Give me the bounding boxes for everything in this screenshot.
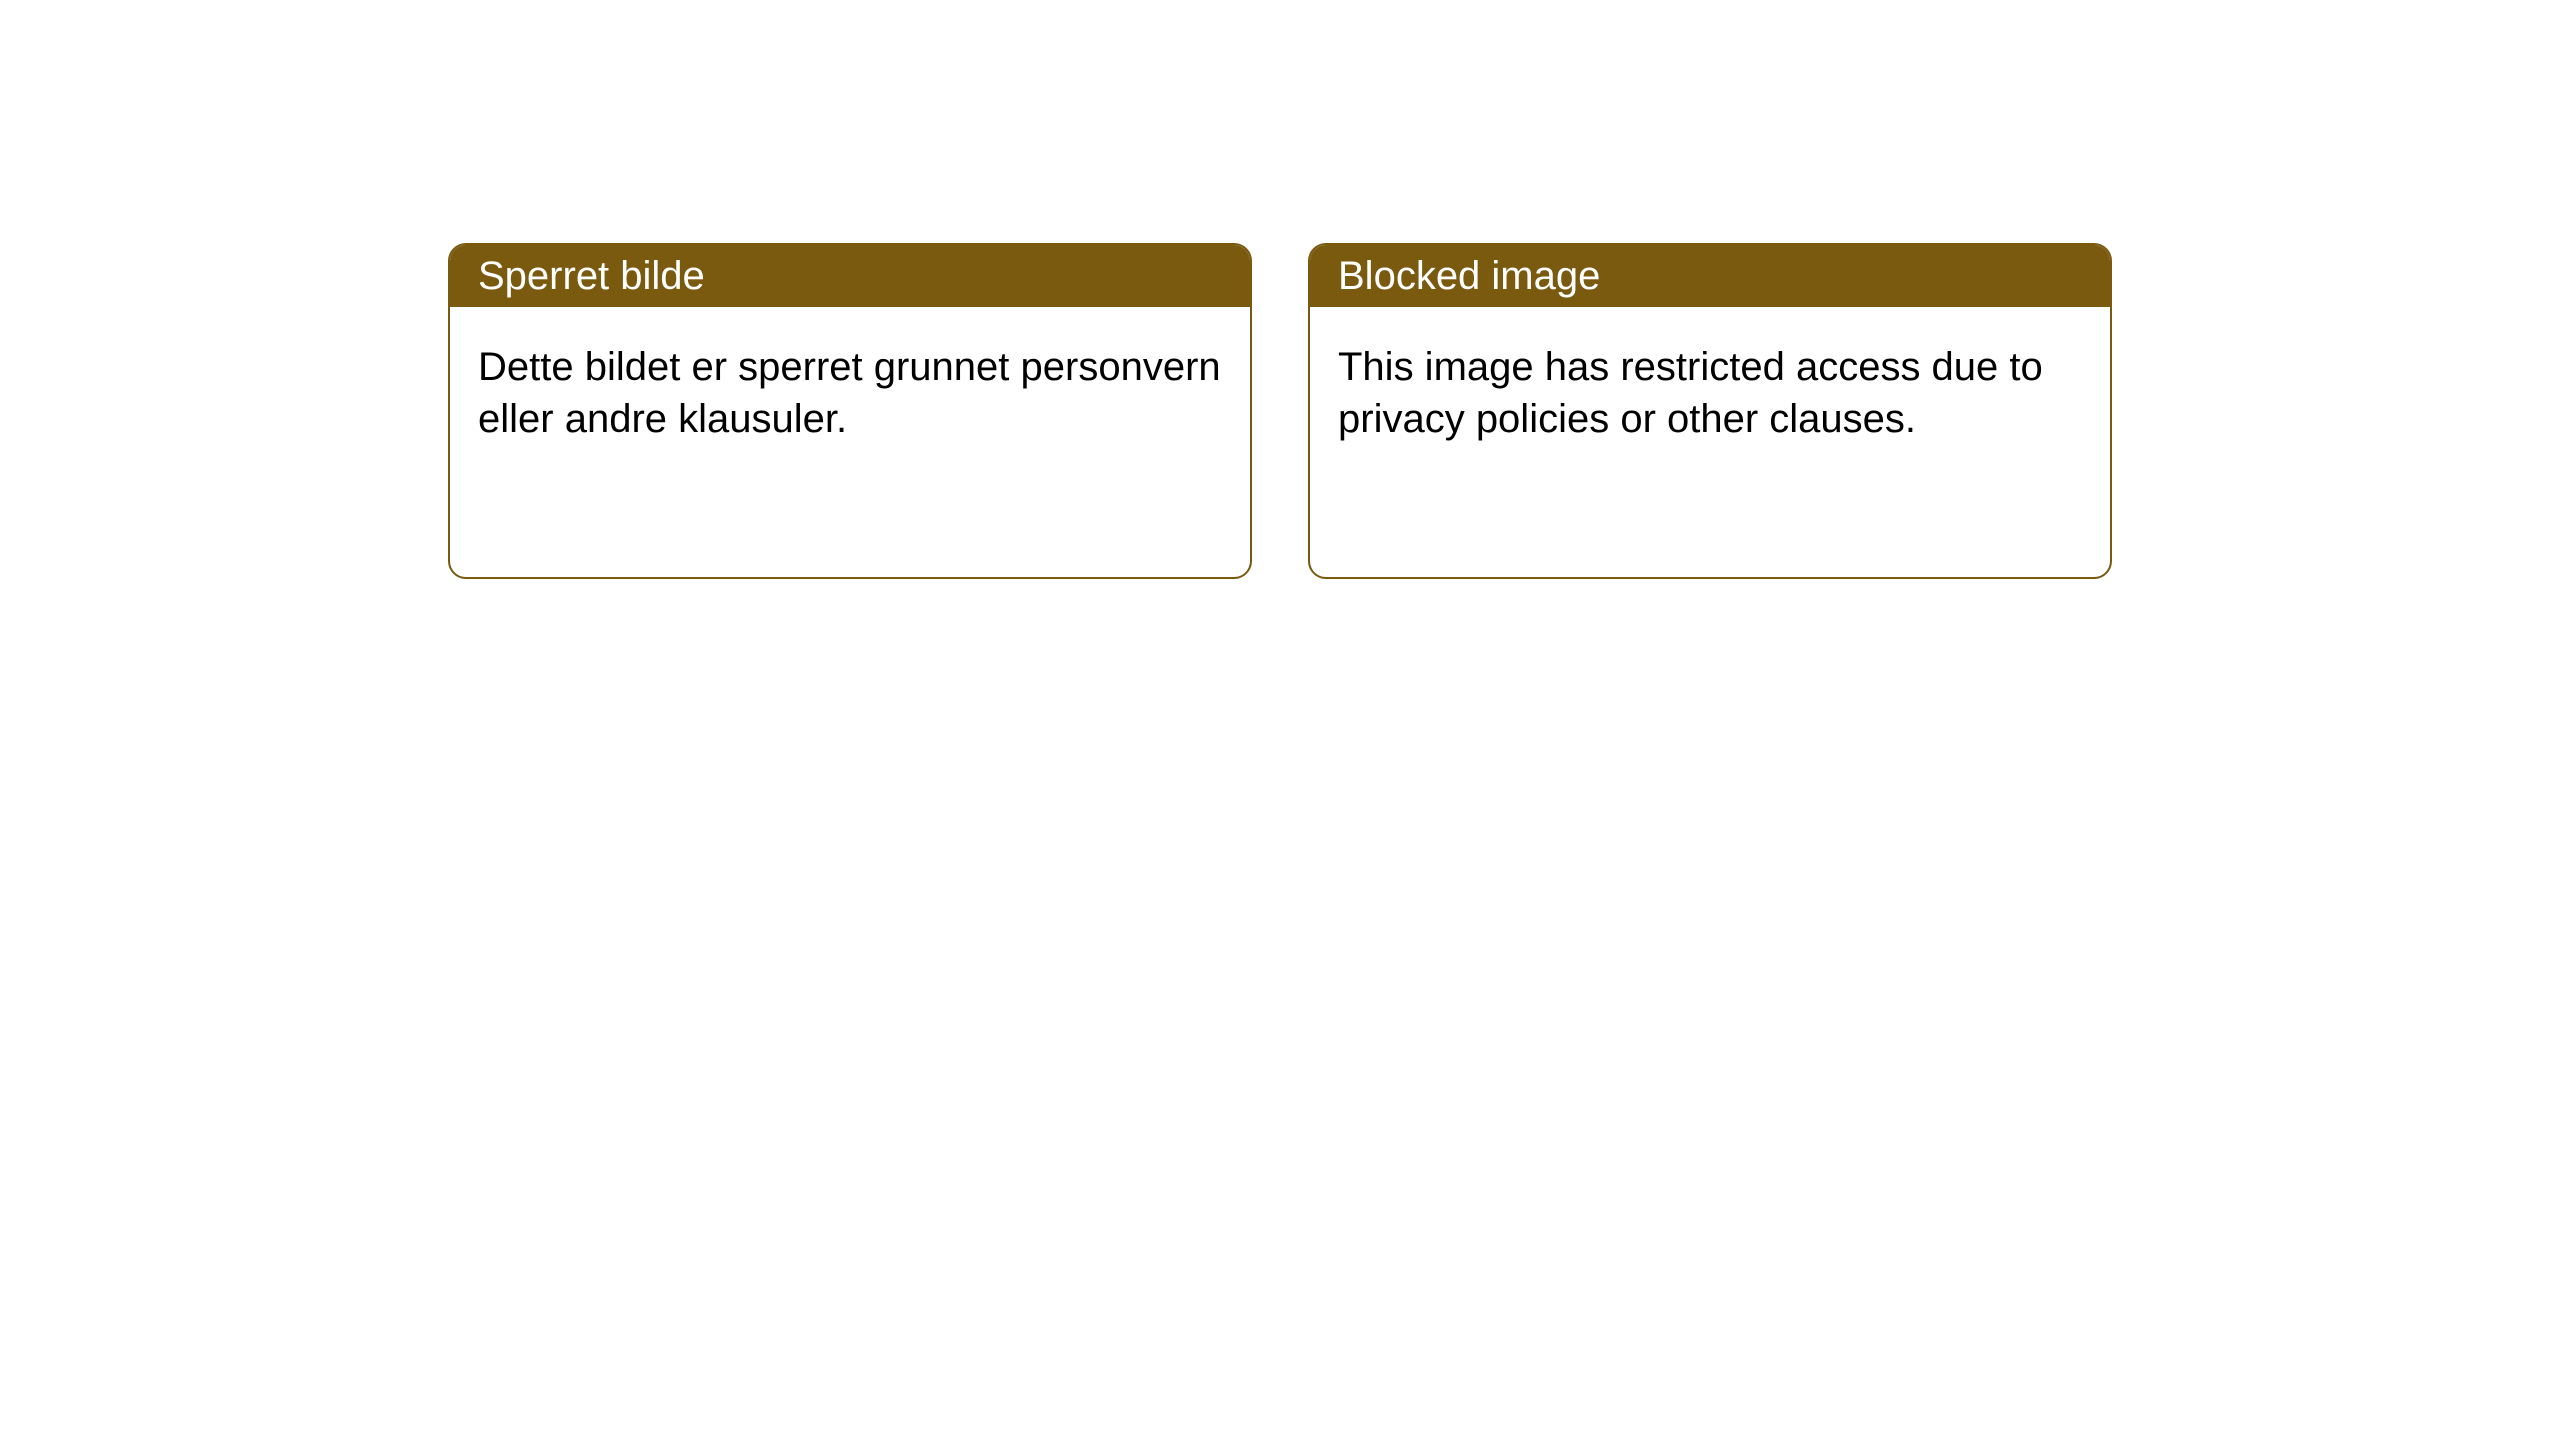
card-message: This image has restricted access due to … <box>1338 345 2043 441</box>
card-title: Blocked image <box>1338 254 1600 299</box>
notice-container: Sperret bilde Dette bildet er sperret gr… <box>448 243 2112 579</box>
card-header: Blocked image <box>1310 245 2110 307</box>
notice-card-norwegian: Sperret bilde Dette bildet er sperret gr… <box>448 243 1252 579</box>
card-body: Dette bildet er sperret grunnet personve… <box>450 307 1250 479</box>
card-title: Sperret bilde <box>478 254 705 299</box>
notice-card-english: Blocked image This image has restricted … <box>1308 243 2112 579</box>
card-body: This image has restricted access due to … <box>1310 307 2110 479</box>
card-header: Sperret bilde <box>450 245 1250 307</box>
card-message: Dette bildet er sperret grunnet personve… <box>478 345 1221 441</box>
